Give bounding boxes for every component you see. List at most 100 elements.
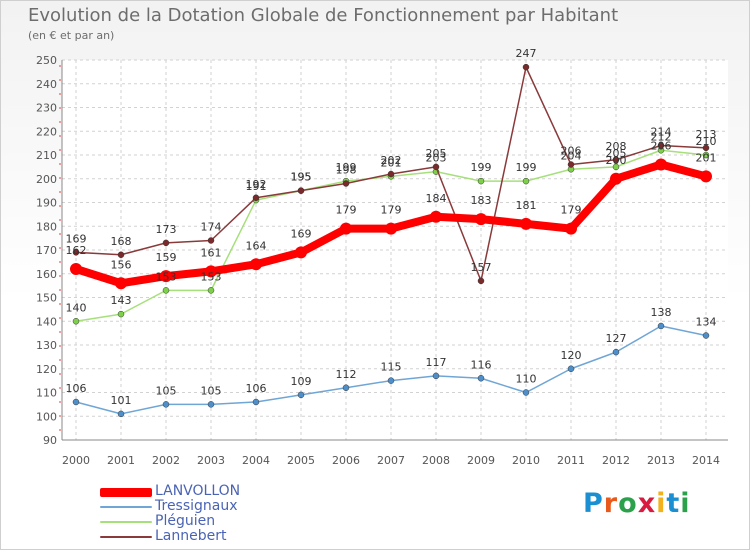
data-label: 116 <box>471 358 492 371</box>
data-label: 206 <box>651 140 672 153</box>
data-point <box>610 172 622 185</box>
data-label: 208 <box>606 140 627 153</box>
data-point <box>160 270 172 283</box>
data-label: 206 <box>561 145 582 158</box>
logo-letter: i <box>680 488 691 519</box>
data-point <box>72 318 80 325</box>
data-label: 169 <box>291 227 312 240</box>
data-point <box>477 277 485 285</box>
logo-letter: i <box>656 488 667 519</box>
data-label: 199 <box>516 161 537 174</box>
data-point <box>117 251 125 258</box>
data-point <box>387 170 395 178</box>
data-point <box>70 263 82 275</box>
data-label: 169 <box>66 232 87 245</box>
data-label: 134 <box>696 316 717 329</box>
data-label: 105 <box>201 384 222 397</box>
data-label: 112 <box>336 368 357 381</box>
data-point <box>207 287 215 294</box>
x-tick-label: 2013 <box>647 454 675 467</box>
data-point <box>207 237 215 244</box>
data-label: 192 <box>246 178 267 191</box>
data-label: 195 <box>291 171 312 184</box>
data-point <box>477 375 485 382</box>
data-label: 101 <box>111 394 132 407</box>
data-point <box>162 401 170 408</box>
data-label: 140 <box>66 301 87 314</box>
data-point <box>655 158 667 171</box>
legend-swatch <box>100 487 152 497</box>
y-tick-label: 150 <box>36 292 57 305</box>
y-tick-label: 190 <box>36 197 57 210</box>
y-tick-label: 110 <box>36 387 57 400</box>
data-label: 162 <box>66 244 87 257</box>
data-label: 204 <box>561 149 582 162</box>
data-point <box>252 194 260 201</box>
data-point <box>207 401 215 408</box>
legend-label: Pléguien <box>155 513 216 529</box>
data-point <box>205 265 217 278</box>
legend-label: LANVOLLON <box>155 483 241 499</box>
y-tick-label: 200 <box>36 173 57 186</box>
data-label: 179 <box>336 204 357 217</box>
data-point <box>432 163 440 171</box>
data-point <box>612 348 620 356</box>
data-label: 143 <box>111 294 132 307</box>
data-label: 105 <box>156 384 177 397</box>
data-label: 179 <box>561 204 582 217</box>
y-tick-label: 140 <box>36 315 57 328</box>
data-label: 159 <box>156 251 177 264</box>
data-point <box>297 187 305 194</box>
logo-letter: P <box>583 488 604 519</box>
y-tick-label: 160 <box>36 268 57 281</box>
data-point <box>612 156 620 163</box>
x-tick-label: 2006 <box>332 454 360 467</box>
data-label: 179 <box>381 204 402 217</box>
data-label: 168 <box>111 235 132 248</box>
data-label: 212 <box>651 130 672 143</box>
x-tick-label: 2002 <box>152 454 180 467</box>
legend-label: Tressignaux <box>155 498 238 514</box>
data-label: 195 <box>291 171 312 184</box>
logo-letter: r <box>603 488 619 519</box>
data-label: 213 <box>696 128 717 141</box>
data-label: 181 <box>516 199 537 212</box>
x-tick-label: 2008 <box>422 454 450 467</box>
data-point <box>565 222 577 235</box>
data-label: 199 <box>336 161 357 174</box>
legend-item: LANVOLLON <box>100 483 360 500</box>
y-tick-label: 130 <box>36 339 57 352</box>
y-tick-label: 170 <box>36 244 57 257</box>
data-point <box>657 322 665 330</box>
x-tick-label: 2011 <box>557 454 585 467</box>
data-label: 200 <box>606 154 627 167</box>
data-label: 183 <box>471 194 492 207</box>
data-point <box>475 213 487 226</box>
data-label: 161 <box>201 246 222 259</box>
y-tick-label: 90 <box>43 434 57 447</box>
data-label: 138 <box>651 306 672 319</box>
data-label: 157 <box>471 261 492 274</box>
x-tick-label: 2007 <box>377 454 405 467</box>
data-point <box>250 258 262 271</box>
y-tick-label: 100 <box>36 410 57 423</box>
data-label: 173 <box>156 223 177 236</box>
y-tick-label: 220 <box>36 125 57 138</box>
data-label: 117 <box>426 356 447 369</box>
data-point <box>72 398 80 406</box>
data-point <box>522 63 530 71</box>
data-point <box>342 384 350 391</box>
x-tick-label: 2001 <box>107 454 135 467</box>
data-label: 198 <box>336 164 357 177</box>
chart-subtitle: (en € et par an) <box>28 29 115 42</box>
y-tick-label: 250 <box>36 54 57 67</box>
data-label: 202 <box>381 154 402 167</box>
data-label: 174 <box>201 221 222 234</box>
data-point <box>702 151 710 159</box>
data-label: 247 <box>516 47 537 60</box>
data-point <box>117 310 125 318</box>
y-tick-label: 210 <box>36 149 57 162</box>
legend-swatch <box>100 536 152 538</box>
data-point <box>162 287 170 294</box>
